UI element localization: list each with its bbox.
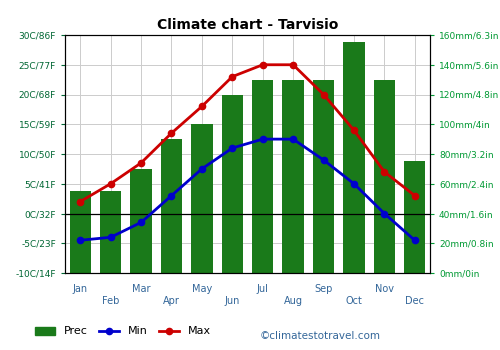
Text: Jul: Jul bbox=[257, 284, 268, 294]
Text: May: May bbox=[192, 284, 212, 294]
Text: Feb: Feb bbox=[102, 296, 120, 306]
Bar bbox=[282, 80, 304, 273]
Text: Mar: Mar bbox=[132, 284, 150, 294]
Text: Oct: Oct bbox=[346, 296, 362, 306]
Text: Aug: Aug bbox=[284, 296, 302, 306]
Text: ©climatestotravel.com: ©climatestotravel.com bbox=[260, 331, 381, 341]
Text: Apr: Apr bbox=[163, 296, 180, 306]
Text: Nov: Nov bbox=[375, 284, 394, 294]
Bar bbox=[70, 191, 91, 273]
Title: Climate chart - Tarvisio: Climate chart - Tarvisio bbox=[157, 19, 338, 33]
Legend: Prec, Min, Max: Prec, Min, Max bbox=[30, 322, 215, 341]
Text: Dec: Dec bbox=[406, 296, 424, 306]
Text: Jun: Jun bbox=[224, 296, 240, 306]
Bar bbox=[222, 94, 243, 273]
Text: Jan: Jan bbox=[72, 284, 88, 294]
Bar bbox=[404, 161, 425, 273]
Bar bbox=[252, 80, 274, 273]
Bar bbox=[344, 42, 364, 273]
Bar bbox=[130, 169, 152, 273]
Bar bbox=[161, 139, 182, 273]
Bar bbox=[313, 80, 334, 273]
Bar bbox=[100, 191, 122, 273]
Bar bbox=[191, 124, 212, 273]
Text: Sep: Sep bbox=[314, 284, 332, 294]
Bar bbox=[374, 80, 395, 273]
